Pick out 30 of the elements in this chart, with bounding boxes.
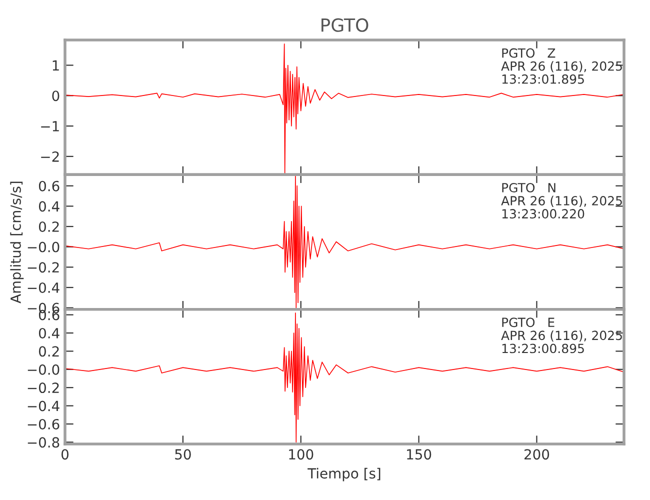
chart-title: PGTO — [322, 18, 368, 32]
line-series — [65, 312, 624, 443]
y-tick-label: −0.4 — [28, 282, 60, 293]
y-tick-label: 0.4 — [38, 201, 60, 212]
x-tick-label: 0 — [61, 449, 68, 460]
y-tick-label: 0.2 — [38, 221, 59, 232]
y-tick-label: −0.2 — [28, 382, 59, 394]
y-tick-label: −0.0 — [28, 364, 60, 375]
x-tick-label: 200 — [524, 449, 550, 460]
annotation: PGTO Z APR 26 (116), 2025 13:23:01.895 — [501, 48, 622, 84]
y-tick-label: −0.8 — [28, 437, 60, 448]
y-tick-label: −1 — [41, 121, 59, 132]
y-tick-label: −0.0 — [28, 242, 60, 252]
y-tick-label: 0.6 — [38, 180, 60, 192]
y-tick-label: −0.6 — [28, 418, 60, 430]
y-tick-label: −2 — [41, 151, 59, 162]
annotation: PGTO N APR 26 (116), 2025 13:23:00.220 — [501, 182, 622, 219]
y-axis-title: Amplitud [cm/s/s] — [10, 182, 24, 304]
y-tick-label: −0.2 — [28, 262, 59, 273]
x-tick-label: 50 — [175, 449, 191, 460]
line-series — [65, 44, 624, 174]
x-tick-label: 100 — [289, 449, 314, 460]
y-tick-label: 1 — [52, 60, 59, 71]
x-tick-label: 150 — [407, 449, 432, 460]
y-tick-label: 0.4 — [38, 328, 60, 338]
y-tick-label: 0.2 — [38, 346, 59, 357]
annotation: PGTO E APR 26 (116), 2025 13:23:00.895 — [501, 318, 622, 354]
y-tick-label: 0 — [52, 90, 60, 102]
x-axis-title: Tiempo [s] — [308, 468, 380, 482]
y-tick-label: −0.4 — [28, 400, 60, 412]
